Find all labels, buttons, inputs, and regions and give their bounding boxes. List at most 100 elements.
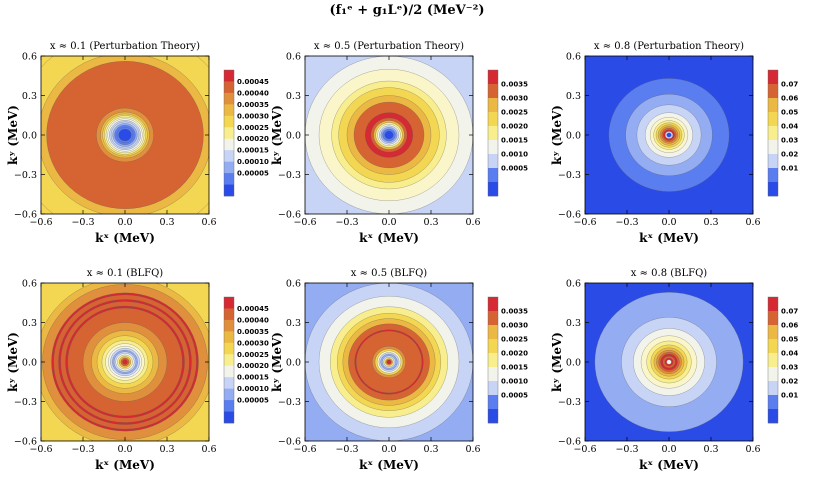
- x-axis-label: kˣ (MeV): [639, 458, 699, 472]
- colorbar-swatch: [768, 325, 778, 340]
- x-tick-label: 0.6: [465, 444, 480, 455]
- colorbar-tick-label: 0.06: [781, 95, 798, 103]
- colorbar-swatch: [768, 353, 778, 368]
- colorbar-swatch: [488, 140, 498, 155]
- contour-plot-area: [585, 56, 753, 214]
- contour-band: [384, 130, 394, 140]
- x-tick-label: −0.3: [335, 444, 358, 455]
- colorbar-tick-label: 0.00020: [237, 135, 269, 143]
- colorbar-swatch: [224, 173, 234, 185]
- x-tick-label: −0.6: [293, 217, 316, 228]
- x-tick-label: 0.0: [661, 217, 676, 228]
- y-tick-label: −0.3: [558, 397, 581, 408]
- colorbar-tick-label: 0.04: [781, 123, 798, 131]
- x-tick-label: 0.3: [159, 444, 174, 455]
- colorbar-swatch: [488, 182, 498, 197]
- colorbar-tick-label: 0.0030: [501, 95, 528, 103]
- colorbar-swatch: [224, 400, 234, 412]
- colorbar-swatch: [488, 70, 498, 85]
- x-tick-label: 0.3: [423, 444, 438, 455]
- y-tick-label: −0.6: [278, 437, 301, 448]
- x-tick-label: 0.6: [201, 217, 216, 228]
- colorbar-tick-label: 0.00045: [237, 78, 269, 86]
- colorbar-tick-label: 0.0005: [501, 165, 528, 173]
- x-axis-label: kˣ (MeV): [359, 458, 419, 472]
- y-tick-label: 0.3: [286, 318, 301, 329]
- contour-panel-3: −0.6 −0.3 0.0 0.3 0.6 0.6 0.3 0.0 −0.3 −0.6 x ≈ 0.…: [550, 41, 798, 245]
- colorbar-tick-label: 0.03: [781, 137, 798, 145]
- colorbar: 0.0035 0.0030 0.0025 0.0020 0.0015 0.0010 0.00…: [487, 69, 528, 197]
- colorbar-frame: [767, 69, 779, 197]
- contour-band: [386, 359, 392, 365]
- colorbar-swatch: [224, 92, 234, 105]
- x-tick-label: 0.3: [423, 217, 438, 228]
- x-tick-label: 0.0: [381, 444, 396, 455]
- colorbar-swatch: [224, 354, 234, 367]
- y-tick-label: −0.6: [14, 437, 37, 448]
- colorbar-tick-label: 0.00005: [237, 170, 269, 178]
- colorbar-swatch: [768, 84, 778, 99]
- y-tick-label: 0.6: [286, 52, 301, 63]
- panel-title: x ≈ 0.8 (BLFQ): [631, 268, 707, 279]
- y-tick-label: −0.6: [14, 210, 37, 221]
- y-tick-label: 0.0: [286, 358, 301, 369]
- contour-panel-2: −0.6 −0.3 0.0 0.3 0.6 0.6 0.3 0.0 −0.3 −0.6 x ≈ 0.…: [270, 41, 528, 245]
- contour-panel-5: −0.6 −0.3 0.0 0.3 0.6 0.6 0.3 0.0 −0.3 −0.6 x ≈ 0.…: [270, 268, 528, 472]
- y-tick-label: 0.0: [566, 131, 581, 142]
- x-tick-label: −0.3: [71, 444, 94, 455]
- y-tick-label: −0.3: [278, 397, 301, 408]
- y-tick-label: 0.6: [566, 279, 581, 290]
- x-tick-label: 0.6: [465, 217, 480, 228]
- y-tick-label: 0.3: [22, 91, 37, 102]
- colorbar-swatch: [224, 388, 234, 401]
- colorbar-swatch: [768, 297, 778, 312]
- y-axis-label: kʸ (MeV): [6, 332, 20, 392]
- colorbar-frame: [487, 69, 499, 197]
- colorbar-tick-label: 0.07: [781, 81, 798, 89]
- colorbar: 0.07 0.06 0.05 0.04 0.03 0.02 0.01: [767, 69, 798, 197]
- y-tick-label: −0.3: [558, 170, 581, 181]
- y-axis-label: kʸ (MeV): [550, 105, 564, 165]
- colorbar-tick-label: 0.0005: [501, 392, 528, 400]
- colorbar-swatch: [224, 161, 234, 174]
- colorbar-swatch: [488, 84, 498, 99]
- colorbar-tick-label: 0.0015: [501, 137, 528, 145]
- colorbar-tick-label: 0.0020: [501, 123, 528, 131]
- x-tick-label: 0.0: [117, 217, 132, 228]
- colorbar-tick-label: 0.06: [781, 322, 798, 330]
- colorbar-swatch: [224, 308, 234, 321]
- x-tick-label: −0.6: [573, 217, 596, 228]
- contour-panel-1: −0.6 −0.3 0.0 0.3 0.6 0.6 0.3 0.0 −0.3 −0.6 x ≈ 0.…: [6, 41, 269, 245]
- x-tick-label: −0.6: [29, 217, 52, 228]
- colorbar-tick-label: 0.00030: [237, 112, 269, 120]
- x-tick-label: −0.3: [615, 217, 638, 228]
- contour-band: [122, 359, 128, 365]
- panel-title: x ≈ 0.5 (Perturbation Theory): [314, 41, 464, 52]
- colorbar-swatch: [768, 409, 778, 424]
- colorbar-tick-label: 0.00040: [237, 89, 269, 97]
- colorbar-swatch: [768, 339, 778, 354]
- colorbar-tick-label: 0.07: [781, 308, 798, 316]
- colorbar-tick-label: 0.00020: [237, 362, 269, 370]
- colorbar-swatch: [224, 319, 234, 332]
- x-tick-label: −0.3: [71, 217, 94, 228]
- y-tick-label: 0.6: [566, 52, 581, 63]
- y-tick-label: −0.3: [14, 397, 37, 408]
- x-tick-label: 0.0: [661, 444, 676, 455]
- y-tick-label: 0.3: [566, 91, 581, 102]
- colorbar-swatch: [768, 126, 778, 141]
- colorbar-tick-label: 0.0010: [501, 151, 528, 159]
- y-axis-label: kʸ (MeV): [270, 332, 284, 392]
- colorbar-swatch: [224, 81, 234, 94]
- contour-band: [118, 128, 132, 142]
- colorbar-tick-label: 0.00025: [237, 124, 269, 132]
- colorbar-swatch: [768, 112, 778, 127]
- x-tick-label: −0.3: [615, 444, 638, 455]
- colorbar-tick-label: 0.0030: [501, 322, 528, 330]
- y-tick-label: 0.0: [566, 358, 581, 369]
- colorbar-frame: [223, 69, 235, 197]
- x-tick-label: 0.3: [703, 444, 718, 455]
- y-tick-label: 0.3: [22, 318, 37, 329]
